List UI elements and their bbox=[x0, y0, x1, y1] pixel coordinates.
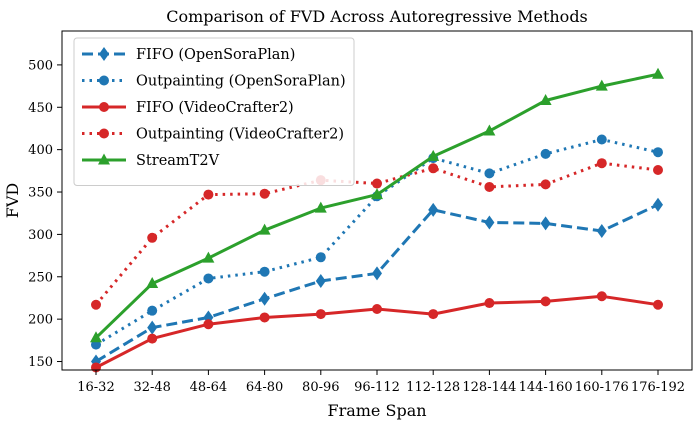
data-point bbox=[146, 277, 159, 289]
data-point bbox=[596, 134, 607, 145]
x-tick-label: 16-32 bbox=[77, 380, 114, 395]
data-point bbox=[147, 333, 158, 344]
data-point bbox=[653, 147, 663, 158]
data-point bbox=[315, 274, 326, 289]
x-tick-label: 128-144 bbox=[462, 380, 516, 395]
data-point bbox=[596, 158, 607, 169]
data-point bbox=[371, 188, 383, 200]
data-point bbox=[484, 215, 495, 230]
legend-label: FIFO (OpenSoraPlan) bbox=[136, 47, 295, 63]
legend-label: Outpainting (OpenSoraPlan) bbox=[136, 74, 346, 90]
data-point bbox=[652, 67, 664, 79]
legend-box bbox=[73, 37, 355, 186]
data-point bbox=[540, 296, 551, 307]
legend-label: FIFO (VideoCrafter2) bbox=[136, 100, 294, 116]
legend-label: StreamT2V bbox=[136, 153, 220, 169]
data-point bbox=[540, 179, 551, 190]
x-axis-label: Frame Span bbox=[327, 401, 426, 420]
legend-marker bbox=[99, 102, 109, 112]
data-point bbox=[595, 79, 608, 91]
chart-title: Comparison of FVD Across Autoregressive … bbox=[166, 7, 588, 26]
legend-marker bbox=[99, 128, 109, 139]
data-point bbox=[483, 124, 496, 136]
x-tick-label: 48-64 bbox=[190, 380, 227, 395]
data-point bbox=[484, 298, 495, 309]
y-tick-label: 450 bbox=[28, 101, 53, 116]
x-tick-label: 176-192 bbox=[631, 380, 685, 395]
series-5 bbox=[90, 67, 664, 343]
data-point bbox=[147, 232, 158, 243]
x-tick-label: 160-176 bbox=[575, 380, 629, 395]
legend-marker bbox=[99, 47, 109, 61]
y-tick-label: 500 bbox=[28, 58, 53, 73]
data-point bbox=[428, 309, 439, 320]
data-point bbox=[372, 303, 382, 314]
data-point bbox=[258, 223, 271, 235]
data-point bbox=[315, 252, 326, 263]
data-point bbox=[540, 148, 551, 159]
data-point bbox=[372, 178, 382, 189]
data-point bbox=[259, 291, 270, 306]
y-tick-label: 250 bbox=[28, 270, 53, 285]
data-point bbox=[147, 320, 158, 335]
y-axis-label: FVD bbox=[3, 183, 22, 218]
x-tick-label: 64-80 bbox=[246, 380, 283, 395]
y-tick-label: 150 bbox=[28, 355, 53, 370]
data-point bbox=[653, 197, 663, 212]
legend-marker bbox=[98, 153, 110, 165]
data-point bbox=[259, 266, 270, 277]
data-point bbox=[203, 189, 214, 200]
data-point bbox=[539, 93, 552, 105]
data-point bbox=[596, 291, 607, 302]
data-point bbox=[315, 309, 326, 320]
data-point bbox=[90, 331, 102, 343]
y-tick-label: 300 bbox=[28, 228, 53, 243]
data-point bbox=[428, 202, 439, 217]
data-point bbox=[428, 163, 439, 174]
legend-marker bbox=[99, 75, 109, 86]
data-point bbox=[203, 273, 214, 284]
y-tick-label: 200 bbox=[28, 313, 53, 328]
data-point bbox=[427, 149, 440, 161]
data-point bbox=[372, 266, 382, 281]
x-tick-label: 80-96 bbox=[302, 380, 339, 395]
data-point bbox=[484, 168, 495, 179]
series-line bbox=[95, 203, 659, 363]
x-tick-label: 96-112 bbox=[354, 380, 400, 395]
y-tick-label: 400 bbox=[28, 143, 53, 158]
data-point bbox=[147, 305, 158, 316]
data-point bbox=[484, 181, 495, 192]
data-point bbox=[596, 224, 607, 239]
legend-label: Outpainting (VideoCrafter2) bbox=[136, 127, 344, 143]
data-point bbox=[203, 319, 214, 330]
data-point bbox=[259, 188, 270, 199]
x-tick-label: 32-48 bbox=[133, 380, 170, 395]
data-point bbox=[653, 164, 663, 175]
data-point bbox=[540, 216, 551, 231]
x-tick-label: 144-160 bbox=[519, 380, 573, 395]
data-point bbox=[314, 201, 327, 213]
data-point bbox=[653, 299, 663, 310]
data-point bbox=[91, 299, 101, 310]
y-tick-label: 350 bbox=[28, 186, 53, 201]
data-point bbox=[202, 251, 215, 263]
data-point bbox=[259, 312, 270, 323]
x-tick-label: 112-128 bbox=[406, 380, 460, 395]
series-line bbox=[95, 138, 659, 346]
series-3 bbox=[91, 291, 663, 373]
series-1 bbox=[91, 197, 663, 369]
legend: FIFO (OpenSoraPlan) Outpainting (OpenSora… bbox=[73, 37, 355, 186]
